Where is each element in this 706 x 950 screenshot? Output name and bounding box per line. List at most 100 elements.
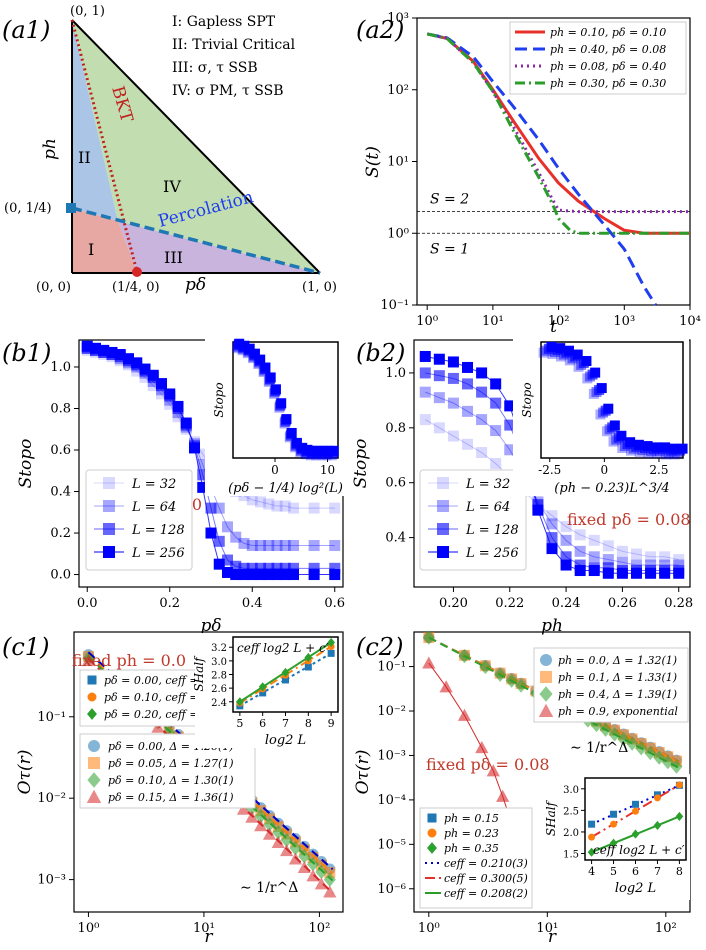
legend-label: ph = 0.30, pδ = 0.30 bbox=[550, 77, 666, 90]
legend-box bbox=[419, 469, 527, 571]
inset-point bbox=[304, 663, 312, 671]
data-point bbox=[560, 559, 572, 571]
inset-point bbox=[304, 652, 313, 663]
inset-x-tick-label: 7 bbox=[282, 717, 289, 730]
data-point bbox=[114, 349, 126, 361]
data-point bbox=[131, 357, 143, 369]
corner-label: (0, 1/4) bbox=[4, 201, 52, 216]
y-tick-label: 0.6 bbox=[50, 443, 71, 458]
data-point bbox=[131, 365, 143, 377]
inset-point bbox=[608, 436, 619, 447]
data-point bbox=[588, 551, 600, 563]
inset-point bbox=[327, 649, 335, 657]
data-point bbox=[422, 630, 435, 645]
inset-point bbox=[610, 820, 618, 828]
legend-label: pδ = 0.15, Δ = 1.36(1) bbox=[108, 791, 234, 804]
panel-a1: (a1) (0, 1) (0, 1/4) (0, 0) (1/4, 0) (1,… bbox=[2, 4, 337, 295]
legend-box bbox=[533, 647, 689, 723]
data-point bbox=[514, 678, 528, 693]
data-point bbox=[546, 543, 558, 555]
panel-c2: 10⁰ 10¹ 10² 10⁻⁶ 10⁻⁵ 10⁻⁴ 10⁻³ 10⁻² 10⁻¹ fixed p… bbox=[353, 630, 691, 947]
inset-point bbox=[276, 398, 287, 409]
legend-label: L = 64 bbox=[465, 500, 510, 515]
data-point bbox=[447, 430, 459, 442]
data-point bbox=[279, 500, 291, 512]
data-point bbox=[447, 356, 459, 368]
panel-label-b1: (b1) bbox=[2, 339, 51, 367]
data-point bbox=[288, 569, 299, 581]
y-tick-label: 10⁻¹ bbox=[380, 298, 409, 313]
inset-point bbox=[563, 345, 574, 356]
inset-point bbox=[634, 446, 645, 457]
y-tick-label: 10⁻² bbox=[37, 791, 66, 806]
data-point bbox=[222, 566, 233, 578]
inset-x-tick-label: 7 bbox=[654, 865, 661, 878]
legend-marker bbox=[427, 842, 437, 854]
inset-point bbox=[660, 442, 671, 453]
inset-point bbox=[312, 445, 323, 456]
data-point bbox=[271, 500, 283, 512]
inset-y-label: SHalf bbox=[544, 799, 558, 836]
y-tick-label: 10⁻³ bbox=[37, 873, 66, 888]
inset-x-tick-label: 0 bbox=[271, 463, 279, 477]
legend-marker bbox=[103, 523, 115, 535]
inset-x-tick-label: 6 bbox=[632, 865, 639, 878]
data-point bbox=[462, 438, 474, 450]
x-axis-label: t bbox=[550, 317, 557, 337]
inset-point bbox=[675, 781, 683, 789]
data-point bbox=[419, 386, 431, 398]
y-tick-label: 10² bbox=[387, 83, 409, 98]
inset-y-label: SHalf bbox=[192, 655, 206, 692]
data-point bbox=[255, 562, 266, 574]
data-point bbox=[588, 534, 600, 546]
inset-point bbox=[546, 341, 557, 352]
data-point bbox=[419, 414, 431, 426]
data-point bbox=[172, 411, 184, 423]
data-point bbox=[230, 531, 242, 543]
legend-label: ph = 0.4, Δ = 1.39(1) bbox=[558, 688, 677, 701]
data-point bbox=[422, 656, 436, 669]
data-point bbox=[308, 562, 320, 574]
data-point bbox=[496, 789, 510, 802]
corner-label: (0, 1) bbox=[70, 4, 105, 19]
data-point bbox=[490, 458, 502, 469]
data-point bbox=[164, 398, 176, 410]
inset-point bbox=[643, 448, 654, 459]
legend-label: ph = 0.1, Δ = 1.33(1) bbox=[558, 671, 677, 684]
inset-x-tick-label: 8 bbox=[676, 865, 683, 878]
x-axis-label: r bbox=[204, 927, 213, 947]
corner-label: (1, 0) bbox=[302, 280, 337, 295]
data-point bbox=[197, 481, 209, 493]
x-tick-label: 0.4 bbox=[242, 596, 263, 611]
data-point bbox=[308, 569, 320, 581]
x-axis-label: r bbox=[548, 927, 557, 947]
y-tick-label: 0.8 bbox=[385, 421, 406, 436]
legend-label: pδ = 0.05, Δ = 1.27(1) bbox=[108, 757, 234, 770]
data-point bbox=[263, 817, 276, 832]
percolation-line bbox=[71, 206, 321, 275]
data-point bbox=[616, 556, 628, 568]
series-line bbox=[426, 32, 690, 235]
inset-y-tick-label: 3.0 bbox=[563, 785, 579, 796]
data-point bbox=[616, 567, 628, 579]
data-point bbox=[246, 494, 258, 506]
data-point bbox=[653, 750, 666, 765]
data-point bbox=[419, 367, 431, 379]
annotation: fixed pδ = 0.08 bbox=[426, 755, 550, 774]
x-tick-label: 10⁴ bbox=[679, 314, 701, 329]
legend-label: L = 64 bbox=[131, 500, 176, 515]
legend-label: pδ = 0.10, Δ = 1.30(1) bbox=[108, 774, 234, 787]
data-point bbox=[673, 567, 685, 579]
inset-y-tick-label: 2.4 bbox=[211, 698, 227, 709]
plot-frame-c2 bbox=[413, 631, 691, 913]
data-point bbox=[630, 548, 642, 560]
inset-x-tick-label: 4 bbox=[588, 865, 595, 878]
legend-marker bbox=[103, 477, 115, 489]
x-tick-label: 10⁰ bbox=[78, 921, 100, 936]
inset-point bbox=[249, 348, 260, 359]
y-tick-label: 0.6 bbox=[385, 476, 406, 491]
data-point bbox=[197, 459, 209, 471]
data-point bbox=[271, 569, 283, 581]
x-tick-label: 0.6 bbox=[324, 596, 345, 611]
data-point bbox=[147, 380, 159, 392]
